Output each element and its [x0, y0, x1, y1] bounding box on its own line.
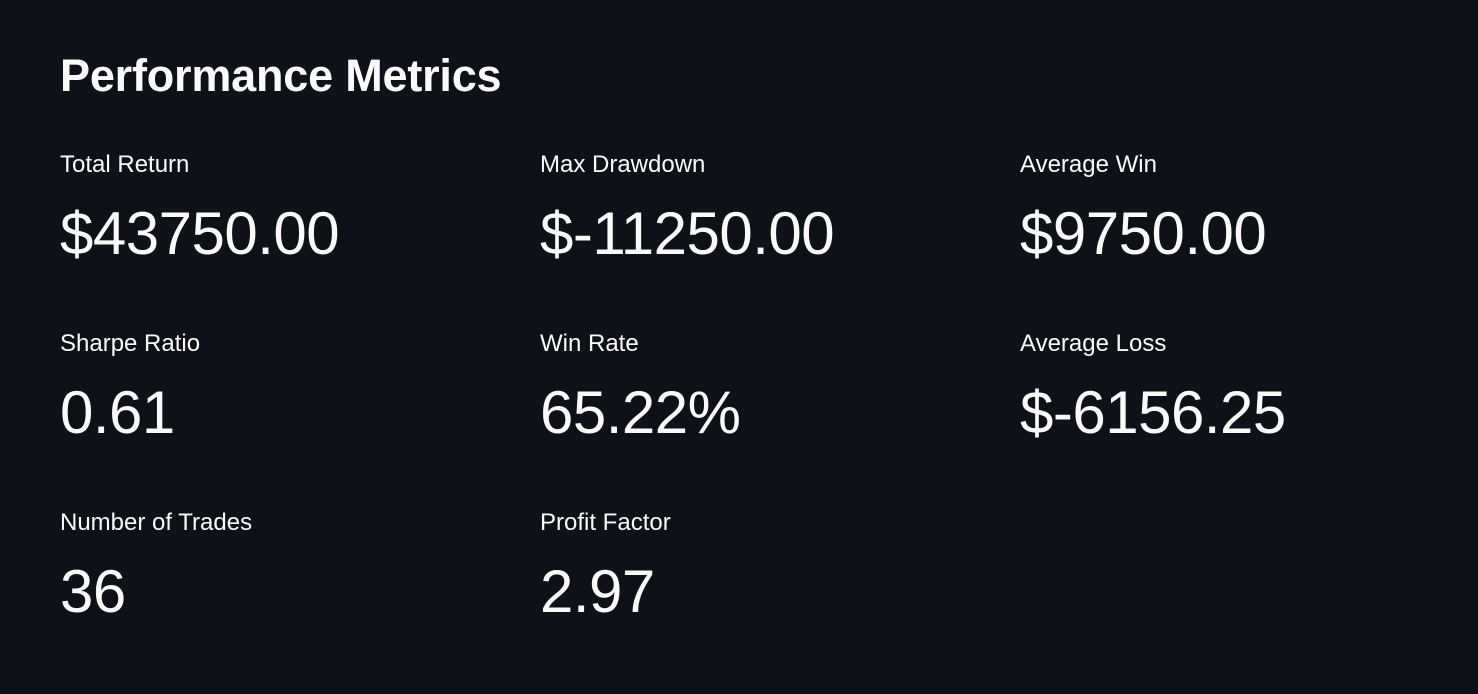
metric-value: 65.22% [540, 379, 741, 446]
metric-value: 36 [60, 558, 126, 625]
metric-value: 2.97 [540, 558, 655, 625]
metric-label: Average Win [1020, 151, 1157, 178]
metric-max-drawdown: Max Drawdown $-11250.00 [540, 148, 1020, 327]
metric-value: $9750.00 [1020, 200, 1267, 267]
metric-total-return: Total Return $43750.00 [60, 148, 540, 327]
metric-average-loss: Average Loss $-6156.25 [1020, 327, 1460, 506]
metric-average-win: Average Win $9750.00 [1020, 148, 1460, 327]
metric-label: Max Drawdown [540, 151, 706, 178]
metric-value: 0.61 [60, 379, 175, 446]
metric-label: Sharpe Ratio [60, 330, 201, 357]
metric-label: Average Loss [1020, 330, 1167, 357]
metric-label: Total Return [60, 151, 190, 178]
metric-label: Number of Trades [60, 509, 253, 536]
metric-win-rate: Win Rate 65.22% [540, 327, 1020, 506]
metric-label: Profit Factor [540, 509, 671, 536]
metric-value: $-6156.25 [1020, 379, 1286, 446]
metric-label: Win Rate [540, 330, 639, 357]
metric-sharpe-ratio: Sharpe Ratio 0.61 [60, 327, 540, 506]
metric-profit-factor: Profit Factor 2.97 [540, 506, 1020, 685]
metric-number-of-trades: Number of Trades 36 [60, 506, 540, 685]
metric-value: $-11250.00 [540, 200, 835, 267]
metrics-grid: Total Return $43750.00 Max Drawdown $-11… [60, 148, 1460, 685]
page-title: Performance Metrics [60, 50, 502, 101]
metric-value: $43750.00 [60, 200, 340, 267]
